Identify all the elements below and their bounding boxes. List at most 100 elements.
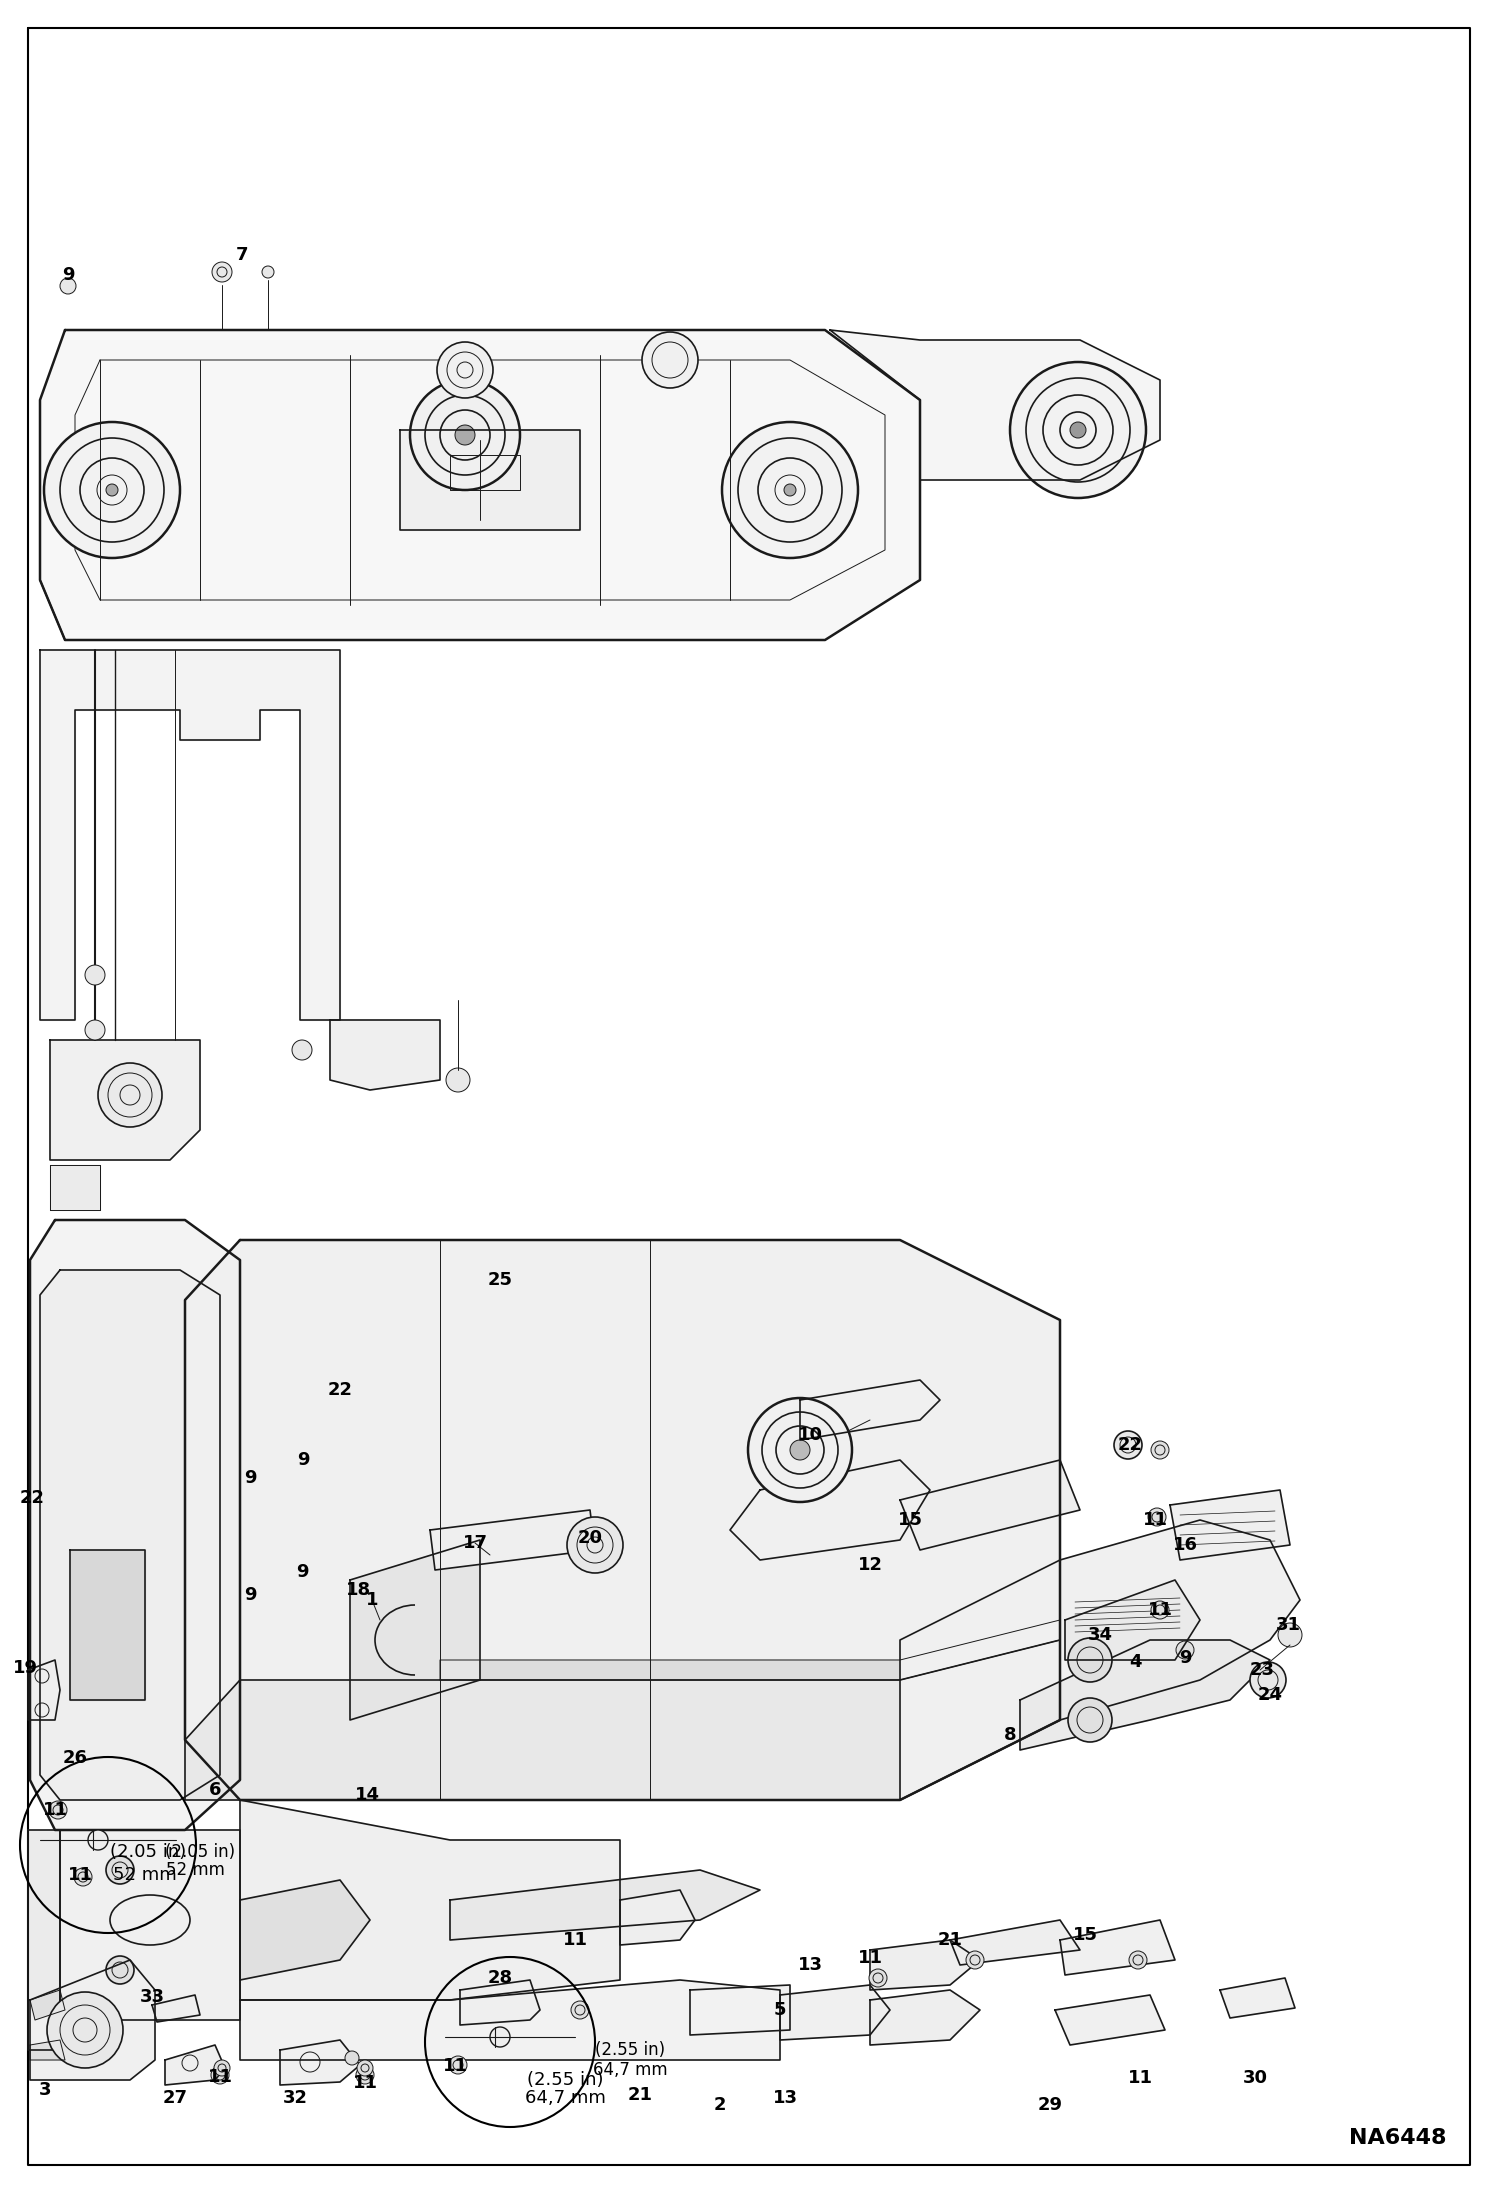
Text: 9: 9: [244, 1469, 256, 1487]
Text: (2.55 in): (2.55 in): [595, 2042, 665, 2059]
Text: 23: 23: [1249, 1660, 1275, 1680]
Circle shape: [1115, 1432, 1141, 1458]
Polygon shape: [1065, 1579, 1200, 1660]
Text: 15: 15: [897, 1511, 923, 1529]
Text: 29: 29: [1038, 2097, 1062, 2114]
Text: 26: 26: [63, 1750, 87, 1768]
Polygon shape: [30, 1219, 240, 1829]
Circle shape: [568, 1518, 623, 1572]
Circle shape: [85, 1020, 105, 1039]
Circle shape: [789, 1441, 810, 1461]
Polygon shape: [151, 1996, 201, 2022]
Polygon shape: [40, 329, 920, 640]
Text: 12: 12: [857, 1557, 882, 1575]
Text: 21: 21: [938, 1932, 963, 1950]
Polygon shape: [730, 1461, 930, 1559]
Text: 11: 11: [67, 1866, 93, 1884]
Polygon shape: [40, 1270, 220, 1800]
Text: 11: 11: [208, 2068, 232, 2086]
Circle shape: [73, 1868, 91, 1886]
Text: 25: 25: [487, 1272, 512, 1289]
Text: (2.05 in): (2.05 in): [165, 1842, 235, 1862]
Circle shape: [437, 342, 493, 397]
Circle shape: [357, 2066, 374, 2083]
Text: 64,7 mm: 64,7 mm: [593, 2061, 667, 2079]
Circle shape: [1070, 421, 1086, 439]
Circle shape: [345, 2050, 360, 2066]
Text: 9: 9: [295, 1564, 309, 1581]
Polygon shape: [620, 1890, 695, 1945]
Text: 15: 15: [1073, 1925, 1098, 1943]
Text: 11: 11: [1128, 2068, 1152, 2088]
Text: (2.05 in): (2.05 in): [109, 1842, 186, 1862]
Polygon shape: [1219, 1978, 1294, 2018]
Circle shape: [446, 1068, 470, 1092]
Text: 32: 32: [283, 2090, 307, 2107]
Polygon shape: [60, 1829, 240, 2020]
Polygon shape: [440, 1621, 1061, 1680]
Text: 5: 5: [774, 2000, 786, 2020]
Polygon shape: [900, 1461, 1080, 1550]
Text: 11: 11: [352, 2075, 377, 2092]
Circle shape: [292, 1039, 312, 1059]
Circle shape: [1010, 362, 1146, 498]
Text: 11: 11: [857, 1950, 882, 1967]
Polygon shape: [240, 1879, 370, 1980]
Circle shape: [722, 421, 858, 557]
Text: 2: 2: [713, 2097, 727, 2114]
Text: 6: 6: [208, 1781, 222, 1798]
Text: 20: 20: [578, 1529, 602, 1546]
Polygon shape: [351, 1539, 479, 1719]
Text: 22: 22: [328, 1382, 352, 1399]
Circle shape: [748, 1397, 852, 1502]
Polygon shape: [240, 1980, 780, 2059]
Text: 17: 17: [463, 1533, 487, 1553]
Polygon shape: [1170, 1489, 1290, 1559]
Text: 9: 9: [1179, 1649, 1191, 1667]
Text: 11: 11: [1147, 1601, 1173, 1618]
Polygon shape: [400, 430, 580, 531]
Polygon shape: [900, 1520, 1300, 1800]
Circle shape: [1150, 1601, 1168, 1618]
Polygon shape: [1055, 1996, 1165, 2046]
Text: 27: 27: [162, 2090, 187, 2107]
Circle shape: [106, 485, 118, 496]
Circle shape: [357, 2059, 373, 2077]
Circle shape: [1147, 1509, 1165, 1526]
Circle shape: [214, 2059, 231, 2077]
Text: 7: 7: [235, 246, 249, 263]
Circle shape: [966, 1952, 984, 1969]
Circle shape: [43, 421, 180, 557]
Polygon shape: [800, 1379, 941, 1441]
Circle shape: [49, 1800, 67, 1818]
Text: 1: 1: [366, 1590, 379, 1610]
Circle shape: [783, 485, 795, 496]
Circle shape: [1176, 1640, 1194, 1658]
Text: 4: 4: [1129, 1654, 1141, 1671]
Text: 11: 11: [1143, 1511, 1167, 1529]
Text: 3: 3: [39, 2081, 51, 2099]
Text: 9: 9: [297, 1452, 309, 1469]
Text: 9: 9: [61, 265, 75, 285]
Text: 30: 30: [1242, 2068, 1267, 2088]
Text: 52 mm: 52 mm: [166, 1862, 225, 1879]
Polygon shape: [1061, 1921, 1174, 1976]
Text: 19: 19: [12, 1658, 37, 1678]
Polygon shape: [28, 1829, 60, 2050]
Text: 21: 21: [628, 2086, 653, 2103]
Polygon shape: [49, 1164, 100, 1211]
Polygon shape: [870, 1941, 980, 1989]
Polygon shape: [330, 1020, 440, 1090]
Text: 33: 33: [139, 1989, 165, 2007]
Polygon shape: [30, 1989, 64, 2020]
Text: 11: 11: [42, 1800, 67, 1818]
Text: 22: 22: [19, 1489, 45, 1507]
Text: (2.55 in): (2.55 in): [527, 2070, 604, 2090]
Text: 22: 22: [1118, 1436, 1143, 1454]
Polygon shape: [30, 1961, 154, 2079]
Polygon shape: [49, 1039, 201, 1160]
Circle shape: [46, 1991, 123, 2068]
Polygon shape: [30, 2039, 64, 2059]
Circle shape: [85, 965, 105, 985]
Text: NA6448: NA6448: [1350, 2127, 1447, 2147]
